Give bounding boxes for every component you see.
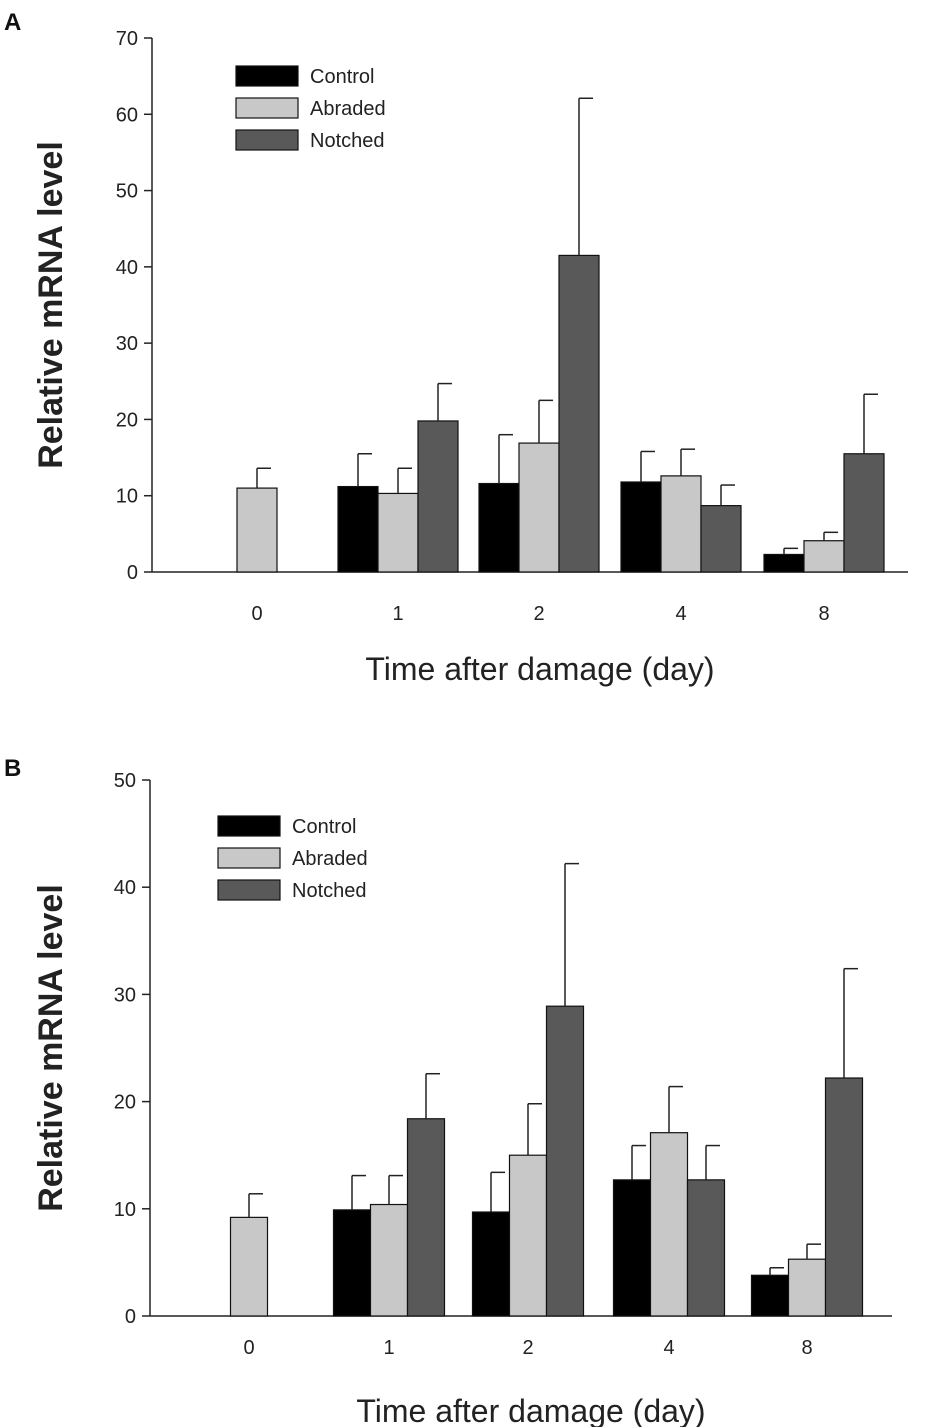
b-y-axis-label: Relative mRNA level xyxy=(32,884,70,1212)
b-legend-label: Notched xyxy=(292,880,367,902)
b-bar-abraded xyxy=(229,1216,269,1317)
a-bar-abraded xyxy=(803,540,845,573)
a-legend-swatch xyxy=(235,65,299,87)
a-bar-abraded xyxy=(236,487,278,573)
b-x-tick-label: 2 xyxy=(522,1337,533,1359)
b-y-tick-label: 30 xyxy=(114,984,136,1006)
a-legend-label: Notched xyxy=(310,130,385,152)
b-bar-abraded xyxy=(369,1203,409,1317)
b-legend-swatch xyxy=(217,815,281,837)
a-x-tick-label: 1 xyxy=(392,603,403,625)
a-bar-notched xyxy=(700,505,742,573)
b-legend-label: Control xyxy=(292,816,356,838)
b-y-tick-label: 50 xyxy=(114,770,136,792)
b-y-tick-label: 0 xyxy=(125,1306,136,1328)
b-x-tick-label: 4 xyxy=(663,1337,674,1359)
b-y-tick-label: 10 xyxy=(114,1199,136,1221)
a-legend-label: Abraded xyxy=(310,98,386,120)
a-y-tick-label: 40 xyxy=(116,257,138,279)
b-legend-swatch xyxy=(217,847,281,869)
b-bar-notched xyxy=(406,1118,446,1317)
b-legend-label: Abraded xyxy=(292,848,368,870)
a-y-tick-label: 0 xyxy=(127,562,138,584)
a-y-tick-label: 30 xyxy=(116,333,138,355)
a-bar-control xyxy=(478,482,520,573)
b-x-tick-label: 1 xyxy=(383,1337,394,1359)
chart-panel-b: B 0 10 20 30 40 50 0 1 2 4 8 Relative mRNA level Tim… xyxy=(0,740,947,1427)
b-bar-control xyxy=(332,1209,372,1317)
b-bar-abraded xyxy=(508,1154,548,1317)
b-bar-abraded xyxy=(787,1258,827,1317)
b-bar-notched xyxy=(686,1179,726,1317)
b-legend-swatch xyxy=(217,879,281,901)
b-y-tick-label: 20 xyxy=(114,1092,136,1114)
a-bar-control xyxy=(763,553,805,573)
a-x-tick-label: 2 xyxy=(533,603,544,625)
a-y-tick-label: 10 xyxy=(116,486,138,508)
a-legend-label: Control xyxy=(310,66,374,88)
a-y-tick-label: 70 xyxy=(116,28,138,50)
a-bar-abraded xyxy=(377,492,419,573)
a-x-tick-label: 0 xyxy=(251,603,262,625)
b-bar-notched xyxy=(824,1077,864,1317)
b-bar-control xyxy=(612,1179,652,1317)
a-y-axis-label: Relative mRNA level xyxy=(32,141,70,469)
a-x-tick-label: 8 xyxy=(818,603,829,625)
b-y-tick-label: 40 xyxy=(114,877,136,899)
a-legend-swatch xyxy=(235,129,299,151)
a-y-tick-label: 60 xyxy=(116,104,138,126)
a-y-tick-label: 50 xyxy=(116,181,138,203)
b-x-tick-label: 0 xyxy=(243,1337,254,1359)
b-bar-notched xyxy=(545,1005,585,1317)
b-bar-control xyxy=(471,1211,511,1317)
b-x-axis-label: Time after damage (day) xyxy=(356,1393,705,1427)
a-x-axis-label: Time after damage (day) xyxy=(365,651,714,687)
a-bar-control xyxy=(620,481,662,573)
a-bar-notched xyxy=(843,453,885,573)
panel-letter-a: A xyxy=(4,9,21,36)
a-y-tick-label: 20 xyxy=(116,409,138,431)
panel-letter-b: B xyxy=(4,755,21,782)
b-bar-control xyxy=(750,1274,790,1317)
b-bar-abraded xyxy=(649,1132,689,1317)
b-x-tick-label: 8 xyxy=(801,1337,812,1359)
chart-b-svg: B 0 10 20 30 40 50 0 1 2 4 8 Relative mRNA level Tim… xyxy=(4,755,892,1427)
a-bar-control xyxy=(337,485,379,573)
a-bar-abraded xyxy=(660,475,702,573)
chart-a-svg: A 0 10 20 30 40 50 60 70 0 1 2 4 8 Relative mRNA leve… xyxy=(4,9,908,687)
a-bar-notched xyxy=(558,254,600,573)
a-bar-notched xyxy=(417,420,459,573)
a-legend-swatch xyxy=(235,97,299,119)
a-x-tick-label: 4 xyxy=(675,603,686,625)
a-bar-abraded xyxy=(518,442,560,573)
chart-panel-a: A 0 10 20 30 40 50 60 70 0 1 2 4 8 Relative mRNA leve… xyxy=(0,0,947,710)
